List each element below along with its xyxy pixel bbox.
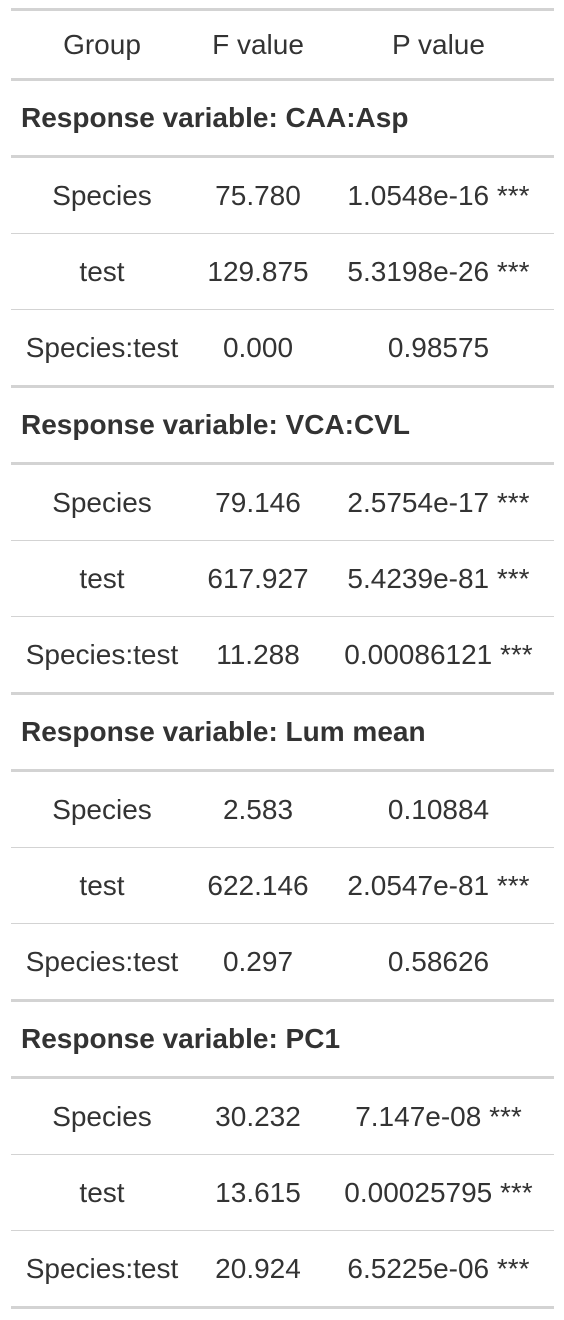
group-title: Response variable: Lum mean (21, 716, 426, 747)
cell-group: Species:test (25, 945, 179, 977)
group-end-rule (11, 1306, 554, 1309)
cell-f-value: 13.615 (215, 1176, 301, 1208)
cell-p-value: 2.0547e-81 *** (347, 869, 530, 901)
cell-f-value: 20.924 (215, 1252, 301, 1284)
row-rule (11, 923, 554, 924)
cell-group: test (79, 562, 125, 594)
cell-f-value: 75.780 (215, 179, 301, 211)
group-end-rule (11, 692, 554, 695)
cell-p-value: 1.0548e-16 *** (347, 179, 530, 211)
table-row: test 13.615 0.00025795 *** (11, 1155, 554, 1230)
group-title: Response variable: CAA:Asp (21, 102, 409, 133)
row-rule (11, 540, 554, 541)
cell-p-value: 7.147e-08 *** (355, 1100, 522, 1132)
group-rule (11, 1076, 554, 1079)
cell-f-value: 129.875 (207, 255, 309, 287)
cell-p-value: 0.98575 (387, 331, 490, 363)
cell-group: Species:test (25, 1252, 179, 1284)
table-row: Species 79.146 2.5754e-17 *** (11, 465, 554, 540)
table-row: Species 75.780 1.0548e-16 *** (11, 158, 554, 233)
cell-f-value: 0.000 (222, 331, 294, 363)
group-title: Response variable: PC1 (21, 1023, 341, 1054)
row-rule (11, 309, 554, 310)
cell-group: Species (52, 486, 152, 518)
cell-f-value: 0.297 (222, 945, 294, 977)
cell-group: test (79, 869, 125, 901)
cell-group: Species (52, 793, 152, 825)
header-row: Group F value P value (11, 11, 554, 78)
table-row: Species 30.232 7.147e-08 *** (11, 1079, 554, 1154)
cell-group: Species:test (25, 638, 179, 670)
cell-p-value: 5.4239e-81 *** (347, 562, 530, 594)
cell-p-value: 2.5754e-17 *** (347, 486, 530, 518)
row-rule (11, 616, 554, 617)
header-rule (11, 78, 554, 81)
table-row: Species:test 0.000 0.98575 (11, 310, 554, 385)
group-rule (11, 462, 554, 465)
cell-group: Species:test (25, 331, 179, 363)
group-rule (11, 155, 554, 158)
table-row: Species:test 0.297 0.58626 (11, 924, 554, 999)
cell-group: test (79, 255, 125, 287)
cell-group: test (79, 1176, 125, 1208)
header-group: Group (63, 28, 141, 60)
cell-p-value: 0.10884 (387, 793, 490, 825)
cell-f-value: 30.232 (215, 1100, 301, 1132)
header-p-value: P value (392, 28, 485, 60)
cell-p-value: 0.58626 (387, 945, 490, 977)
cell-group: Species (52, 179, 152, 211)
row-rule (11, 233, 554, 234)
table-row: Species 2.583 0.10884 (11, 772, 554, 847)
cell-f-value: 2.583 (222, 793, 294, 825)
group-rule (11, 769, 554, 772)
table-row: test 622.146 2.0547e-81 *** (11, 848, 554, 923)
anova-table: Group F value P value Response variable:… (11, 8, 554, 1309)
top-rule (11, 8, 554, 11)
cell-p-value: 5.3198e-26 *** (347, 255, 530, 287)
table-body: Response variable: CAA:Asp Species 75.780 1… (11, 81, 554, 1309)
cell-p-value: 6.5225e-06 *** (347, 1252, 530, 1284)
row-rule (11, 1230, 554, 1231)
cell-group: Species (52, 1100, 152, 1132)
table-row: Species:test 20.924 6.5225e-06 *** (11, 1231, 554, 1306)
cell-p-value: 0.00025795 *** (344, 1176, 533, 1208)
table-row: test 617.927 5.4239e-81 *** (11, 541, 554, 616)
header-f-value: F value (212, 28, 304, 60)
cell-f-value: 11.288 (216, 638, 300, 670)
cell-p-value: 0.00086121 *** (344, 638, 533, 670)
group-end-rule (11, 999, 554, 1002)
cell-f-value: 622.146 (207, 869, 309, 901)
row-rule (11, 847, 554, 848)
group-title: Response variable: VCA:CVL (21, 409, 410, 440)
row-rule (11, 1154, 554, 1155)
cell-f-value: 617.927 (207, 562, 309, 594)
table-row: Species:test 11.288 0.00086121 *** (11, 617, 554, 692)
group-end-rule (11, 385, 554, 388)
cell-f-value: 79.146 (215, 486, 301, 518)
table-row: test 129.875 5.3198e-26 *** (11, 234, 554, 309)
